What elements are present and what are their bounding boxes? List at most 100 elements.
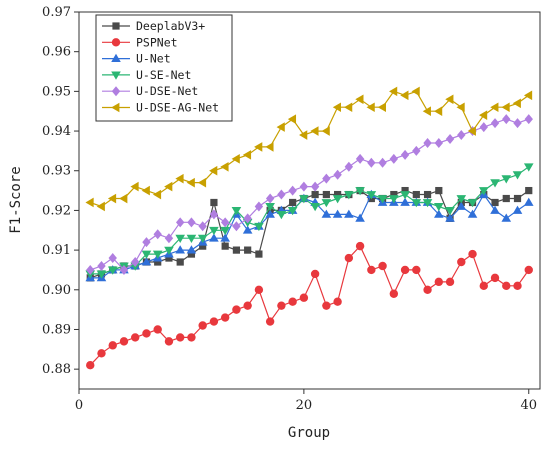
data-point-pspnet — [108, 341, 117, 350]
data-point-u-dse-net — [86, 264, 95, 275]
data-point-u-dse-net — [277, 189, 286, 200]
data-point-u-net — [355, 213, 365, 222]
series-line-u-dse-net — [90, 118, 530, 271]
legend-swatch-marker — [111, 102, 120, 113]
legend-swatch-marker — [111, 38, 121, 47]
data-point-pspnet — [131, 333, 140, 342]
data-point-u-dse-net — [412, 145, 421, 156]
data-point-u-net — [523, 197, 534, 206]
data-point-u-se-net — [501, 175, 512, 184]
series-line-u-net — [90, 193, 530, 279]
data-point-deeplabv3 — [289, 198, 297, 207]
data-point-u-dse-ag-net — [265, 142, 274, 152]
data-point-u-dse-ag-net — [478, 110, 488, 120]
data-point-u-se-net — [467, 199, 478, 208]
data-point-u-dse-net — [164, 233, 174, 244]
legend-swatch-marker — [111, 53, 121, 62]
data-point-pspnet — [299, 293, 309, 302]
data-point-u-dse-net — [502, 114, 511, 125]
y-tick-label: 0.94 — [42, 124, 71, 139]
axes-layer: 0 20 40 0.88 0.89 0.90 0.91 0.92 0.93 0.94 0.95 0.9… — [42, 5, 537, 413]
data-point-u-dse-ag-net — [411, 86, 420, 97]
y-tick-label: 0.88 — [42, 362, 71, 377]
x-tick-label: 40 — [520, 398, 537, 413]
data-point-pspnet — [119, 337, 129, 346]
data-point-deeplabv3 — [311, 190, 319, 199]
data-point-u-dse-ag-net — [389, 86, 398, 97]
data-point-u-dse-ag-net — [276, 122, 285, 132]
data-point-u-se-net — [490, 179, 500, 188]
data-point-u-se-net — [344, 191, 354, 200]
data-point-pspnet — [479, 281, 488, 291]
data-point-u-net — [490, 205, 500, 214]
series-layer — [85, 86, 534, 370]
data-point-u-net — [220, 233, 230, 242]
y-tick-label: 0.97 — [42, 5, 71, 20]
data-point-u-se-net — [366, 191, 377, 200]
legend-item: U-DSE-AG-Net — [102, 101, 219, 115]
data-point-pspnet — [502, 281, 511, 291]
data-point-u-dse-ag-net — [512, 98, 521, 109]
data-point-deeplabv3 — [165, 254, 173, 262]
data-point-pspnet — [367, 265, 376, 275]
data-point-u-se-net — [141, 250, 152, 259]
data-point-pspnet — [142, 329, 151, 338]
data-point-u-dse-ag-net — [287, 114, 297, 124]
data-point-u-se-net — [287, 207, 298, 216]
data-point-pspnet — [412, 265, 421, 275]
data-point-pspnet — [97, 349, 106, 358]
data-point-u-se-net — [310, 203, 320, 212]
data-point-u-dse-net — [198, 221, 207, 232]
y-tick-label: 0.93 — [42, 164, 71, 179]
data-point-u-dse-ag-net — [299, 130, 308, 140]
y-tick-label: 0.89 — [42, 322, 71, 337]
data-point-pspnet — [86, 360, 95, 370]
data-point-u-dse-ag-net — [434, 106, 443, 117]
data-point-pspnet — [164, 337, 174, 346]
legend-label: U-DSE-AG-Net — [136, 101, 219, 115]
data-point-u-dse-net — [445, 133, 455, 144]
data-point-pspnet — [198, 321, 207, 330]
data-point-pspnet — [524, 265, 533, 275]
data-point-u-dse-net — [299, 181, 309, 192]
data-point-u-dse-net — [389, 153, 399, 164]
data-point-u-dse-net — [265, 193, 275, 204]
data-point-u-dse-net — [524, 114, 533, 125]
legend-item: U-SE-Net — [102, 68, 191, 82]
series-line-u-dse-ag-net — [89, 90, 530, 208]
legend-swatch-marker — [112, 22, 120, 30]
y-tick-label: 0.92 — [42, 203, 71, 218]
data-point-pspnet — [220, 313, 230, 322]
data-point-u-se-net — [332, 195, 343, 204]
data-point-pspnet — [423, 285, 432, 294]
data-point-pspnet — [209, 317, 219, 326]
data-point-u-dse-ag-net — [186, 177, 195, 188]
x-axis-title: Group — [288, 425, 330, 441]
data-point-u-se-net — [107, 266, 118, 275]
data-point-pspnet — [490, 273, 500, 283]
data-point-u-dse-net — [175, 217, 185, 228]
data-point-deeplabv3 — [154, 258, 162, 266]
data-point-pspnet — [232, 305, 241, 314]
x-tick-label: 0 — [75, 398, 83, 413]
data-point-u-se-net — [186, 234, 197, 243]
data-point-u-dse-ag-net — [85, 197, 94, 208]
x-tick-label: 20 — [296, 398, 313, 413]
data-point-u-dse-net — [355, 153, 365, 164]
data-point-u-se-net — [321, 199, 332, 208]
legend-label: U-Net — [136, 52, 171, 66]
data-point-u-se-net — [445, 207, 455, 216]
data-point-u-se-net — [209, 226, 219, 236]
data-point-u-dse-ag-net — [366, 102, 375, 113]
data-point-pspnet — [468, 249, 477, 259]
legend-item: DeeplabV3+ — [102, 19, 205, 33]
data-point-deeplabv3 — [412, 190, 420, 199]
data-point-deeplabv3 — [491, 198, 499, 207]
data-point-pspnet — [378, 261, 387, 271]
data-point-u-dse-net — [378, 157, 387, 168]
data-point-u-dse-net — [344, 161, 354, 172]
data-point-pspnet — [434, 277, 444, 287]
legend-swatch-marker — [111, 71, 121, 80]
data-point-u-dse-net — [457, 130, 466, 141]
